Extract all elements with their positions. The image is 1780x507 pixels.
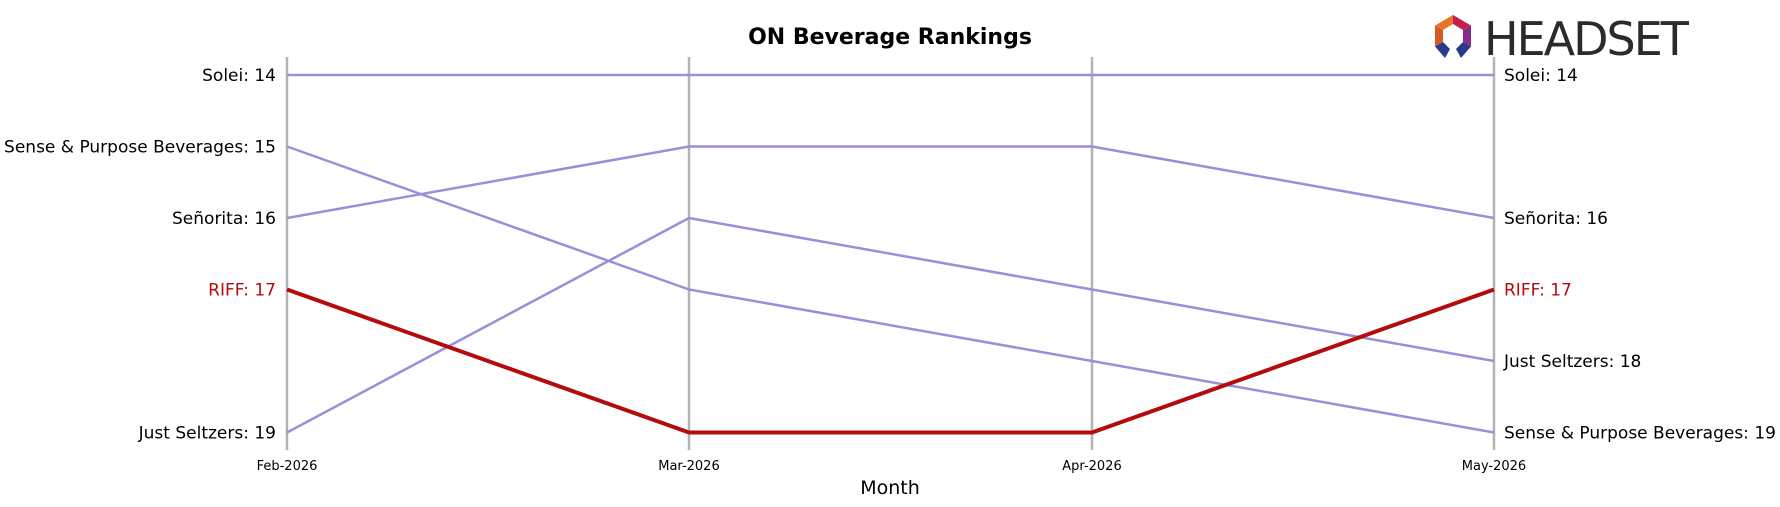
month-gridlines bbox=[285, 57, 1496, 450]
x-axis-label: Month bbox=[860, 477, 920, 499]
x-tick-labels: Feb-2026 Mar-2026 Apr-2026 May-2026 bbox=[257, 459, 1527, 474]
left-label: Solei: 14 bbox=[202, 66, 276, 86]
series-line-riff bbox=[286, 287, 1495, 435]
left-label: Just Seltzers: 19 bbox=[138, 424, 276, 444]
series-line-sense-purpose-beverages bbox=[286, 145, 1495, 434]
right-label: Sense & Purpose Beverages: 19 bbox=[1504, 424, 1776, 444]
left-label: RIFF: 17 bbox=[208, 281, 276, 301]
right-label: Just Seltzers: 18 bbox=[1503, 352, 1641, 372]
x-tick-label: Apr-2026 bbox=[1062, 459, 1121, 474]
right-label: Señorita: 16 bbox=[1504, 209, 1608, 229]
chart-title: ON Beverage Rankings bbox=[748, 25, 1032, 50]
headset-hexagon-icon bbox=[1435, 15, 1471, 58]
left-label: Señorita: 16 bbox=[172, 209, 276, 229]
x-tick-label: Mar-2026 bbox=[658, 459, 719, 474]
left-rank-labels: Solei: 14 Sense & Purpose Beverages: 15 Se… bbox=[4, 66, 276, 444]
left-label: Sense & Purpose Beverages: 15 bbox=[4, 138, 276, 158]
x-tick-label: May-2026 bbox=[1462, 459, 1526, 474]
logo-wordmark: HEADSET bbox=[1484, 12, 1690, 66]
series-line-se-orita bbox=[286, 145, 1495, 220]
right-label: Solei: 14 bbox=[1504, 66, 1578, 86]
series-lines bbox=[286, 73, 1495, 435]
series-line-just-seltzers bbox=[286, 216, 1495, 434]
headset-logo: HEADSET bbox=[1435, 12, 1692, 66]
right-label: RIFF: 17 bbox=[1504, 281, 1572, 301]
right-rank-labels: Solei: 14 Señorita: 16 RIFF: 17 Just Seltze… bbox=[1503, 66, 1776, 444]
x-tick-label: Feb-2026 bbox=[257, 459, 318, 474]
